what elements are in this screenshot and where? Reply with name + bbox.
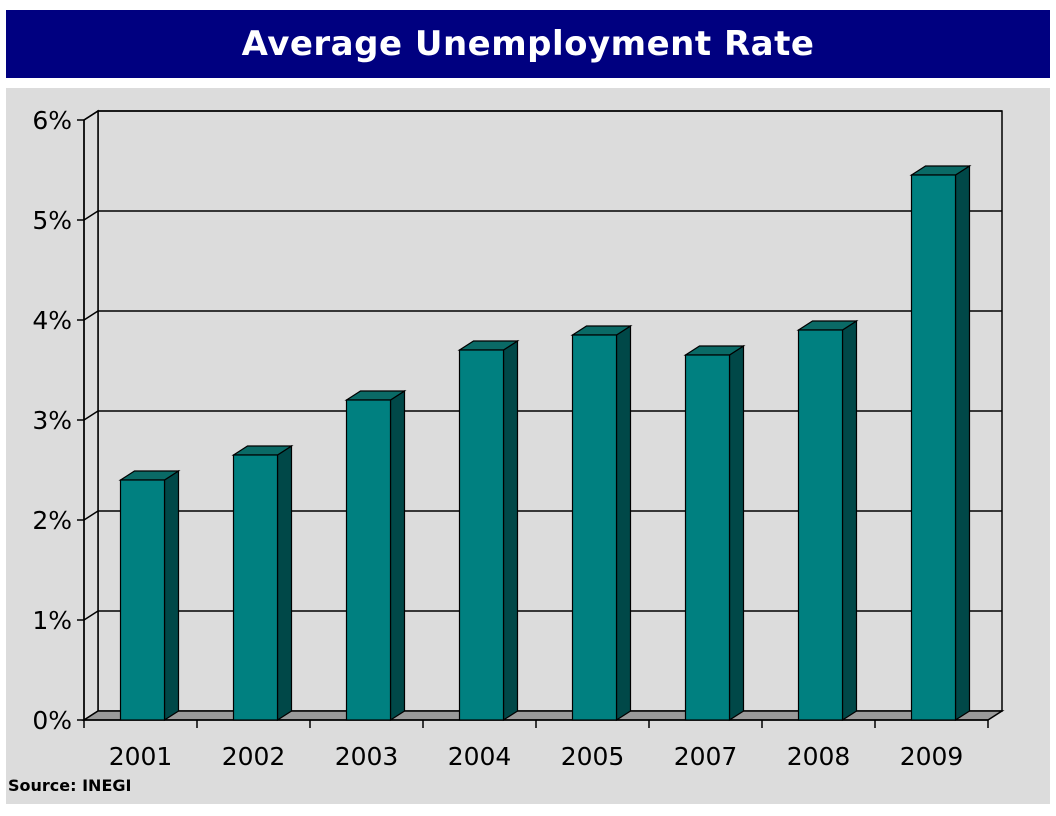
chart-title: Average Unemployment Rate: [241, 24, 815, 64]
source-note: Source: INEGI: [8, 776, 132, 795]
y-tick-label: 0%: [32, 706, 72, 735]
bar: [458, 349, 505, 721]
bar-side: [502, 339, 519, 722]
y-tick-label: 4%: [32, 306, 72, 335]
y-tick-label: 3%: [32, 406, 72, 435]
x-tick-label: 2005: [561, 742, 625, 771]
bar-side: [389, 389, 406, 722]
y-tick-label: 5%: [32, 206, 72, 235]
bar-side: [841, 319, 858, 722]
bar-side: [954, 164, 971, 722]
bar-side: [728, 344, 745, 722]
bar-chart: 0% 1% 2% 3% 4% 5% 6% 2001 2002 2003 2004 2005 2007 20…: [32, 106, 1005, 771]
bar: [345, 399, 392, 721]
gridline: [83, 310, 1002, 321]
x-tick-label: 2008: [787, 742, 851, 771]
chart-title-bar: Average Unemployment Rate: [6, 10, 1050, 78]
bar-side: [615, 324, 632, 722]
bar: [684, 354, 731, 721]
bar: [119, 479, 166, 721]
gridline: [83, 110, 1002, 121]
chart-panel: 0% 1% 2% 3% 4% 5% 6% 2001 2002 2003 2004 2005 2007 20…: [6, 88, 1050, 804]
y-tick-label: 6%: [32, 106, 72, 135]
x-tick-label: 2004: [448, 742, 512, 771]
plot-floor: [81, 710, 1005, 721]
bar: [232, 454, 279, 721]
y-tick-label: 2%: [32, 506, 72, 535]
bar: [571, 334, 618, 721]
y-tick-label: 1%: [32, 606, 72, 635]
x-tick-label: 2001: [109, 742, 173, 771]
x-tick-label: 2007: [674, 742, 738, 771]
bar-side: [163, 469, 180, 722]
x-tick-label: 2003: [335, 742, 399, 771]
bar: [797, 329, 844, 721]
bar: [910, 174, 957, 721]
bar-side: [276, 444, 293, 722]
x-tick-label: 2002: [222, 742, 286, 771]
x-tick-label: 2009: [900, 742, 964, 771]
gridline: [83, 210, 1002, 221]
